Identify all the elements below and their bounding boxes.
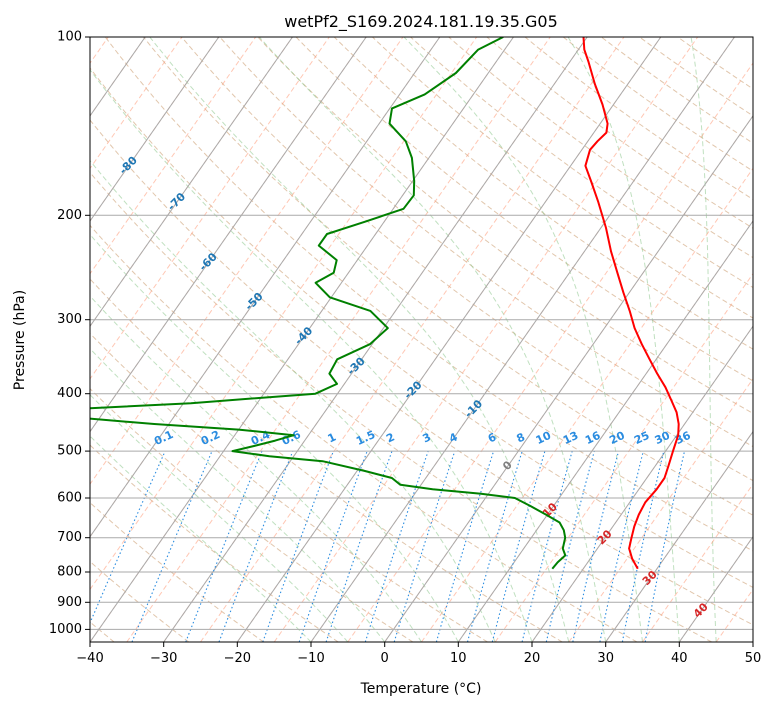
isotherm-grid-line xyxy=(90,37,514,642)
background-lines xyxy=(90,37,753,642)
profile-lines xyxy=(90,37,680,570)
moist-adiabat-line xyxy=(258,37,607,642)
x-tick-label: −30 xyxy=(150,651,177,666)
isotherm-dashed-line xyxy=(494,272,753,642)
mixing-ratio-line xyxy=(491,450,546,642)
dry-adiabat-line xyxy=(90,119,753,626)
isotherm-grid-line xyxy=(531,325,753,642)
isotherm-grid-line xyxy=(678,535,753,642)
isotherm-grid-line xyxy=(384,114,753,642)
y-axis-label: Pressure (hPa) xyxy=(12,290,28,390)
dry-adiabat-line xyxy=(333,37,753,350)
mixing-ratio-line xyxy=(599,450,644,642)
isotherm-dashed-line xyxy=(421,167,753,642)
x-tick-label: −10 xyxy=(297,651,324,666)
mixing-ratio-label: 30 xyxy=(653,429,673,447)
dry-adiabat-line xyxy=(90,387,414,642)
chart-title: wetPf2_S169.2024.181.19.35.G05 xyxy=(284,12,558,32)
x-axis: −40 −30 −20 −10 0 10 20 30 40 50 xyxy=(76,642,761,666)
y-tick-label: 200 xyxy=(57,208,82,223)
mixing-ratio-label: 20 xyxy=(607,429,627,447)
isotherm-dashed-line xyxy=(90,37,404,486)
moist-adiabat-line xyxy=(90,159,496,642)
mixing-ratio-line xyxy=(545,450,595,642)
dry-adiabat-line xyxy=(104,37,753,552)
isotherm-grid-line xyxy=(310,37,735,642)
moist-adiabat-line xyxy=(90,435,312,642)
x-tick-label: 30 xyxy=(597,651,614,666)
mixing-ratio-line xyxy=(325,450,393,642)
y-tick-label: 100 xyxy=(57,30,82,45)
x-tick-label: 20 xyxy=(524,651,541,666)
mixing-ratio-label: 16 xyxy=(583,429,603,447)
isotherm-grid-line xyxy=(90,37,441,538)
isotherm-grid-line xyxy=(605,430,753,642)
mixing-ratio-line xyxy=(131,450,213,642)
moist-adiabat-line xyxy=(90,233,459,642)
isotherm-grid-line xyxy=(457,220,753,642)
mixing-ratio-line xyxy=(435,450,495,642)
x-axis-label: Temperature (°C) xyxy=(360,681,482,697)
x-tick-label: 0 xyxy=(381,651,389,666)
isotherm-dashed-line xyxy=(90,37,478,591)
pressure-grid xyxy=(90,37,753,630)
y-axis: 100 200 300 400 500 600 700 800 900 1000 xyxy=(49,30,90,637)
dry-adiabat-line xyxy=(90,444,339,642)
dry-adiabat-line xyxy=(372,37,753,319)
x-tick-label: −20 xyxy=(224,651,251,666)
isotherm-dashed-line xyxy=(90,37,330,380)
dry-adiabat-line xyxy=(524,37,753,200)
dewpoint-profile-line xyxy=(90,37,567,570)
y-tick-label: 500 xyxy=(57,444,82,459)
isotherm-grid-line xyxy=(90,37,220,222)
mixing-ratio-line xyxy=(466,450,523,642)
y-tick-label: 800 xyxy=(57,565,82,580)
y-tick-label: 700 xyxy=(57,530,82,545)
x-tick-label: 40 xyxy=(671,651,688,666)
isotherm-grid-line xyxy=(90,37,293,328)
moist-adiabat-line xyxy=(90,295,422,642)
y-tick-label: 900 xyxy=(57,595,82,610)
mixing-ratio-line xyxy=(364,450,429,642)
mixing-ratio-label: 13 xyxy=(561,429,580,447)
dry-adiabat-line xyxy=(90,501,264,642)
dry-adiabat-line xyxy=(90,171,712,642)
mixing-ratio-line xyxy=(621,450,665,642)
y-tick-label: 1000 xyxy=(49,622,82,637)
isotherm-grid-line xyxy=(236,37,662,642)
y-tick-label: 600 xyxy=(57,491,82,506)
mixing-ratio-line xyxy=(298,450,368,642)
mixing-ratio-line xyxy=(572,450,620,642)
isotherm-dashed-line xyxy=(200,37,625,642)
dry-adiabat-line xyxy=(90,332,488,642)
mixing-ratio-line xyxy=(644,450,686,642)
moist-adiabat-line xyxy=(90,347,386,642)
temperature-profile-line xyxy=(582,37,680,570)
mixing-ratio-label: 25 xyxy=(632,429,651,447)
dry-adiabat-line xyxy=(143,37,753,516)
x-tick-label: 10 xyxy=(450,651,467,666)
isotherm-dashed-line xyxy=(126,37,551,642)
moist-adiabat-line xyxy=(403,37,643,642)
y-tick-label: 400 xyxy=(57,386,82,401)
isotherm-grid-line xyxy=(90,37,367,433)
moist-adiabat-line xyxy=(149,37,570,642)
mixing-ratio-label: 10 xyxy=(534,429,554,447)
mixing-ratio-line xyxy=(393,450,456,642)
mixing-ratio-line xyxy=(521,450,573,642)
plot-frame xyxy=(89,36,754,643)
dry-adiabat-line xyxy=(448,37,753,259)
isotherm-dashed-line xyxy=(273,37,699,642)
x-tick-label: 50 xyxy=(745,651,762,666)
dry-adiabat-line xyxy=(219,37,753,448)
isotherm-dashed-line xyxy=(568,377,753,642)
dry-adiabat-line xyxy=(90,67,753,588)
dry-adiabat-line xyxy=(90,278,563,642)
y-tick-label: 300 xyxy=(57,312,82,327)
isotherm-dashed-line xyxy=(642,483,753,642)
isotherm-dashed-line xyxy=(347,62,753,642)
dry-adiabat-line xyxy=(90,224,638,642)
x-tick-label: −40 xyxy=(76,651,103,666)
